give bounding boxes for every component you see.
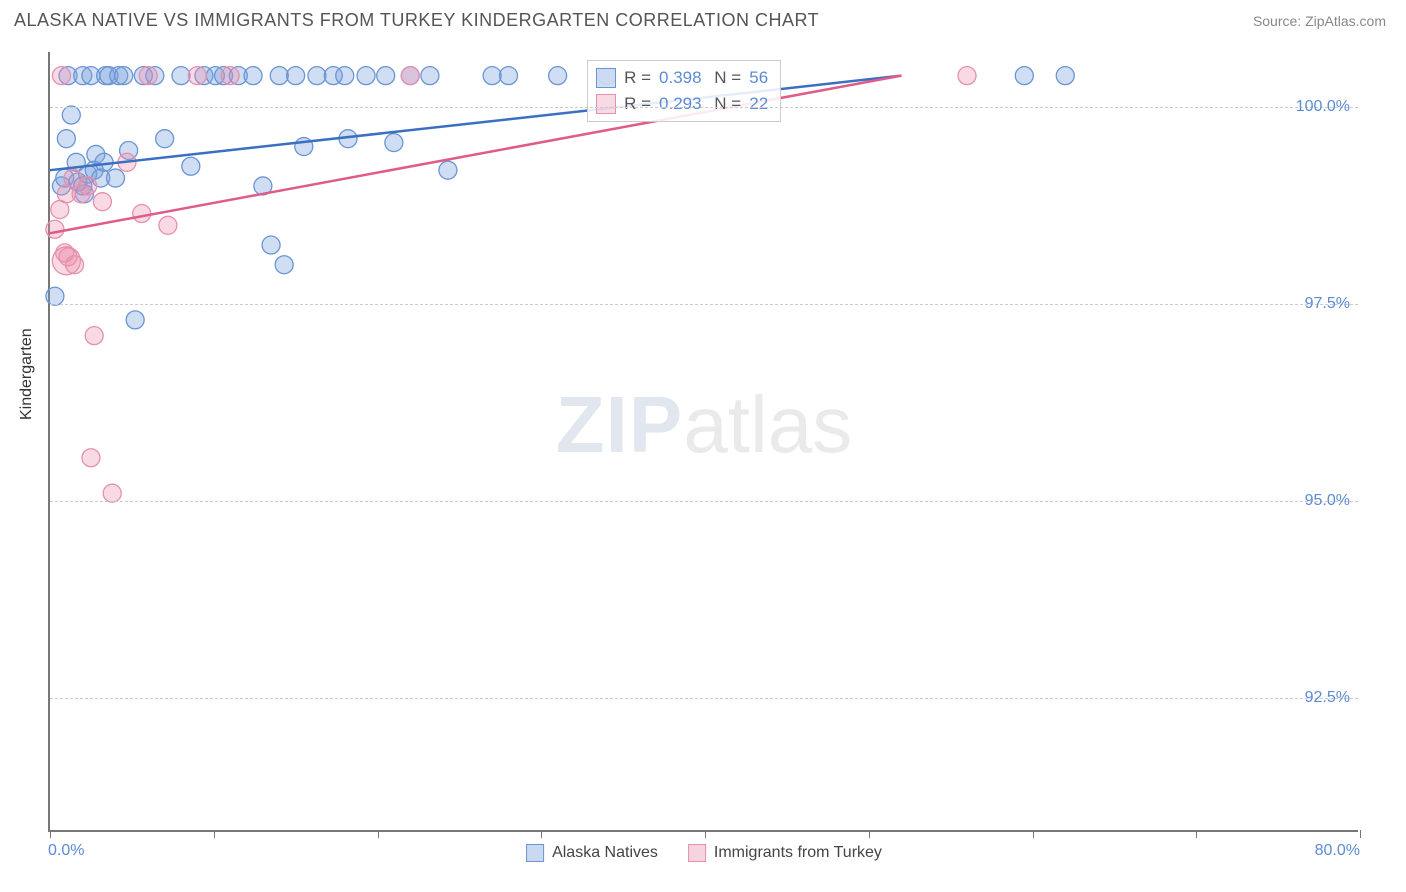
stats-row-series-1: R = 0.398 N = 56 (596, 65, 768, 91)
x-tick (378, 830, 379, 838)
data-point (82, 449, 100, 467)
y-tick-label: 97.5% (1305, 295, 1350, 313)
scatter-svg (50, 52, 1358, 830)
data-point (103, 484, 121, 502)
gridline (50, 304, 1358, 305)
data-point (62, 106, 80, 124)
stats-n-label: N = (710, 91, 742, 117)
stats-r-value-2: 0.293 (659, 91, 702, 117)
x-tick (541, 830, 542, 838)
data-point (52, 67, 70, 85)
data-point (1015, 67, 1033, 85)
stats-r-label: R = (624, 65, 651, 91)
legend-swatch-1 (526, 844, 544, 862)
x-tick (1033, 830, 1034, 838)
data-point (377, 67, 395, 85)
chart-source: Source: ZipAtlas.com (1253, 13, 1386, 29)
stats-n-value-2: 22 (749, 91, 768, 117)
data-point (244, 67, 262, 85)
gridline (50, 501, 1358, 502)
data-point (270, 67, 288, 85)
data-point (439, 161, 457, 179)
data-point (66, 256, 84, 274)
x-tick (705, 830, 706, 838)
x-tick (214, 830, 215, 838)
data-point (93, 193, 111, 211)
data-point (549, 67, 567, 85)
data-point (221, 67, 239, 85)
data-point (500, 67, 518, 85)
stats-n-label: N = (710, 65, 742, 91)
legend-item-1: Alaska Natives (526, 844, 658, 862)
data-point (357, 67, 375, 85)
data-point (156, 130, 174, 148)
data-point (308, 67, 326, 85)
chart-plot-area: ZIPatlas R = 0.398 N = 56 R = 0.293 N = … (48, 52, 1358, 832)
y-axis-label: Kindergarten (18, 328, 36, 420)
data-point (421, 67, 439, 85)
legend-swatch-2 (688, 844, 706, 862)
data-point (287, 67, 305, 85)
x-tick (1360, 830, 1361, 838)
y-tick-label: 95.0% (1305, 492, 1350, 510)
x-tick (50, 830, 51, 838)
data-point (126, 311, 144, 329)
data-point (188, 67, 206, 85)
data-point (46, 287, 64, 305)
y-tick-label: 100.0% (1296, 98, 1350, 116)
chart-header: ALASKA NATIVE VS IMMIGRANTS FROM TURKEY … (0, 0, 1406, 35)
stats-r-label: R = (624, 91, 651, 117)
correlation-stats-box: R = 0.398 N = 56 R = 0.293 N = 22 (587, 60, 781, 122)
data-point (115, 67, 133, 85)
data-point (385, 134, 403, 152)
stats-n-value-1: 56 (749, 65, 768, 91)
data-point (182, 157, 200, 175)
data-point (172, 67, 190, 85)
data-point (46, 220, 64, 238)
data-point (57, 130, 75, 148)
x-tick (1196, 830, 1197, 838)
y-tick-label: 92.5% (1305, 689, 1350, 707)
stats-swatch-1 (596, 68, 616, 88)
data-point (401, 67, 419, 85)
x-tick-label: 80.0% (1315, 842, 1360, 860)
data-point (107, 169, 125, 187)
legend-label-2: Immigrants from Turkey (714, 844, 882, 862)
legend-label-1: Alaska Natives (552, 844, 658, 862)
gridline (50, 107, 1358, 108)
stats-swatch-2 (596, 94, 616, 114)
data-point (262, 236, 280, 254)
data-point (1056, 67, 1074, 85)
data-point (275, 256, 293, 274)
data-point (133, 205, 151, 223)
stats-row-series-2: R = 0.293 N = 22 (596, 91, 768, 117)
data-point (159, 216, 177, 234)
gridline (50, 698, 1358, 699)
data-point (139, 67, 157, 85)
data-point (336, 67, 354, 85)
stats-r-value-1: 0.398 (659, 65, 702, 91)
data-point (483, 67, 501, 85)
data-point (958, 67, 976, 85)
data-point (79, 177, 97, 195)
x-tick (869, 830, 870, 838)
chart-title: ALASKA NATIVE VS IMMIGRANTS FROM TURKEY … (14, 10, 819, 31)
x-tick-label: 0.0% (48, 842, 84, 860)
legend: Alaska Natives Immigrants from Turkey (526, 844, 882, 862)
legend-item-2: Immigrants from Turkey (688, 844, 882, 862)
data-point (85, 327, 103, 345)
